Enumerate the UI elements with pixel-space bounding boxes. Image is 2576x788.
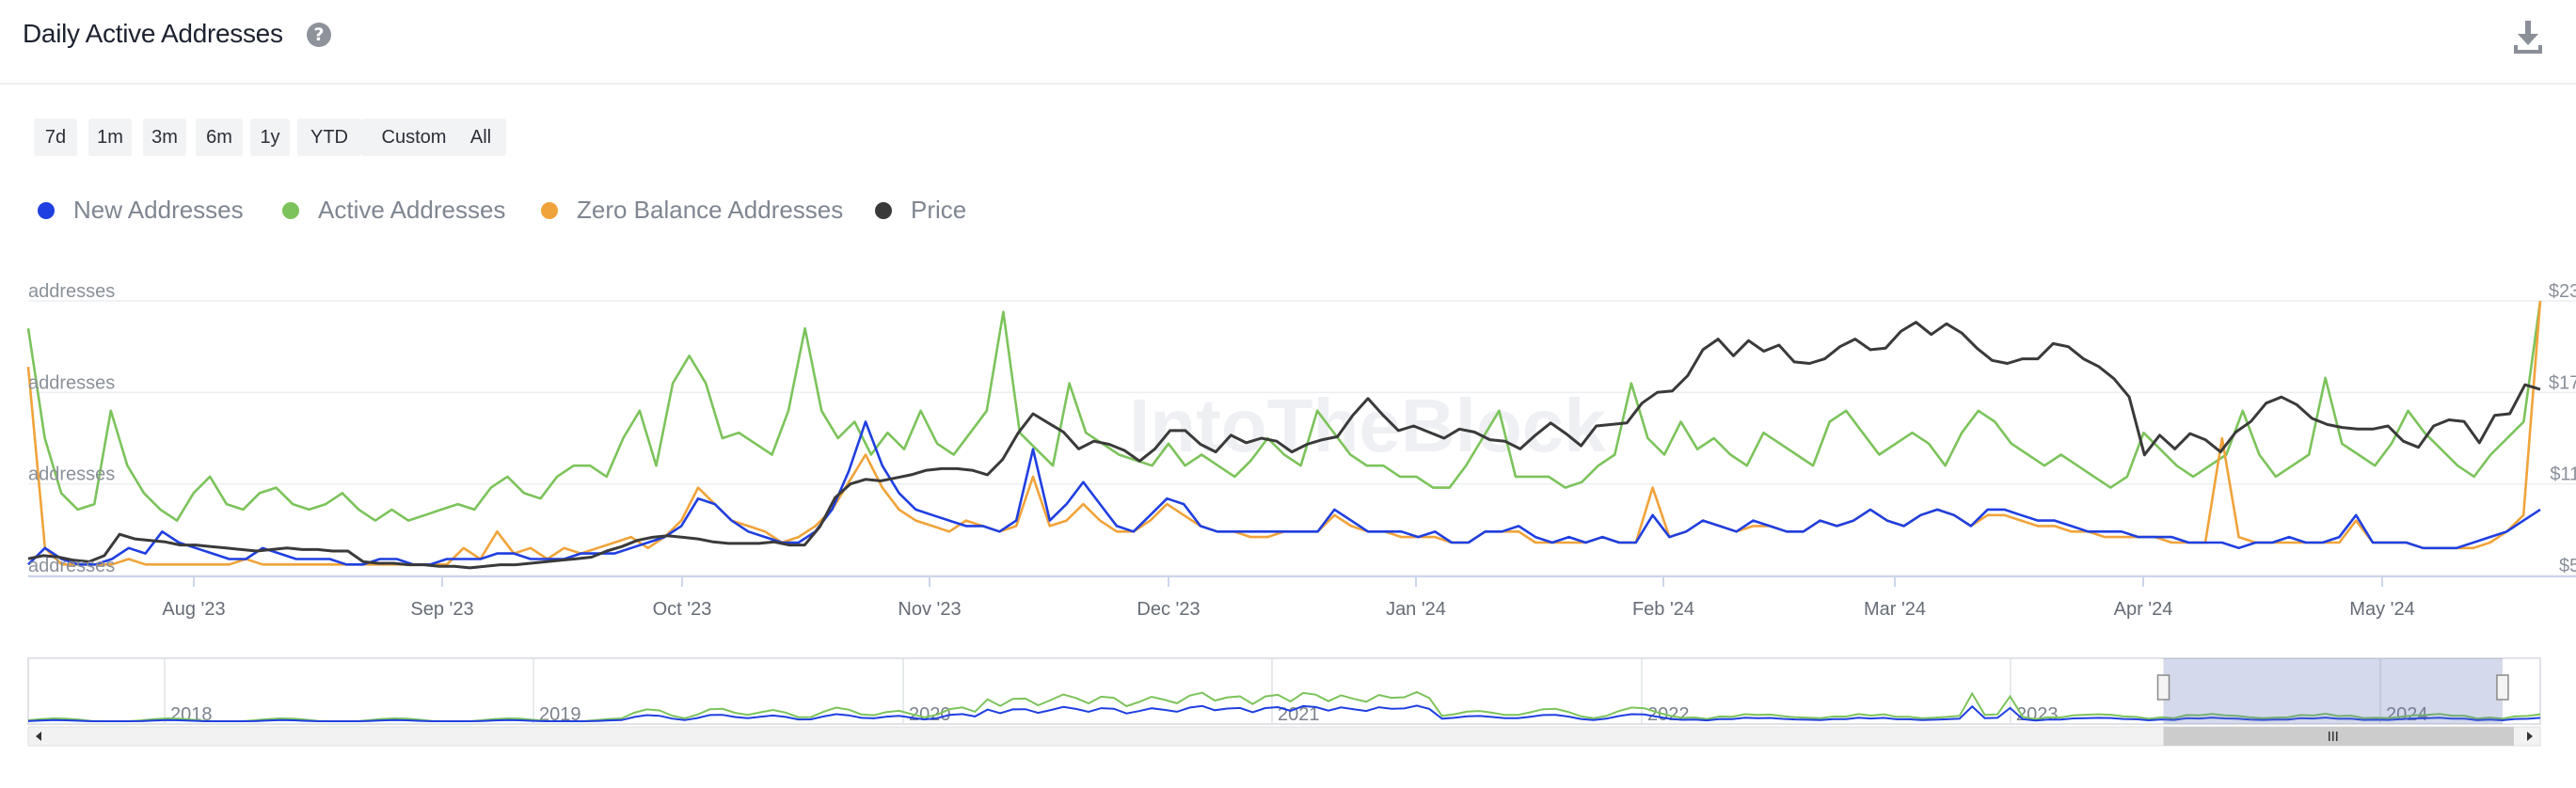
range-6m-button[interactable]: 6m <box>196 118 243 156</box>
range-custom-button[interactable]: Custom <box>361 118 467 156</box>
navigator-selection <box>2163 658 2503 724</box>
legend-label: New Addresses <box>73 196 244 224</box>
help-circle-icon[interactable]: ? <box>307 23 331 47</box>
x-tick-label: Apr '24 <box>2114 599 2173 620</box>
range-7d-button[interactable]: 7d <box>34 118 77 156</box>
download-icon[interactable] <box>2512 19 2544 55</box>
legend-label: Price <box>911 196 967 224</box>
page-title: Daily Active Addresses <box>23 19 283 48</box>
x-tick-label: Dec '23 <box>1137 599 1200 620</box>
price-line <box>27 321 2541 570</box>
chart-axes: $23.00 addresses $17.00 addresses $11.00 addr… <box>28 282 2576 620</box>
price-dot-icon <box>875 202 892 219</box>
scrollbar-thumb[interactable] <box>2163 727 2514 746</box>
navigator-year-label: 2020 <box>909 704 951 725</box>
y-right-tick-label: $23.00 <box>2549 282 2576 302</box>
x-tick-label: Jan '24 <box>1386 599 1446 620</box>
y-left-tick-label: addresses <box>28 556 115 576</box>
legend-item-active-addresses[interactable]: Active Addresses <box>282 194 527 226</box>
range-ytd-button[interactable]: YTD <box>297 118 361 156</box>
navigator-year-label: 2019 <box>539 704 581 725</box>
y-left-tick-label: addresses <box>28 465 115 485</box>
scroll-left-arrow-icon <box>36 732 41 741</box>
legend-label: Zero Balance Addresses <box>577 196 844 224</box>
zero-balance-addresses-dot-icon <box>541 202 558 219</box>
active-addresses-dot-icon <box>282 202 299 219</box>
new-addresses-dot-icon <box>38 202 55 219</box>
x-tick-label: Nov '23 <box>898 599 961 620</box>
range-1m-button[interactable]: 1m <box>88 118 132 156</box>
navigator-right-handle[interactable] <box>2496 674 2509 701</box>
range-all-button[interactable]: All <box>455 118 506 156</box>
y-left-tick-label: addresses <box>28 372 115 393</box>
main-chart[interactable]: IntoTheBlock $23.00addresses$17.00addres… <box>0 282 2576 630</box>
x-tick-label: Aug '23 <box>162 599 225 620</box>
scrollbar-track <box>27 726 2541 747</box>
legend-item-price[interactable]: Price <box>875 194 988 226</box>
y-right-tick-label: $17.00 <box>2549 372 2576 393</box>
range-3m-button[interactable]: 3m <box>143 118 186 156</box>
x-tick-label: Oct '23 <box>653 599 712 620</box>
navigator[interactable]: 2018 2019 2020 2021 2022 2023 2024 <box>0 649 2576 754</box>
x-tick-label: May '24 <box>2349 599 2414 620</box>
x-tick-label: Sep '23 <box>410 599 473 620</box>
navigator-body: 2018 2019 2020 2021 2022 2023 2024 <box>27 657 2541 747</box>
active-addresses-line <box>26 300 2542 522</box>
legend-label: Active Addresses <box>318 196 506 224</box>
scroll-right-arrow-icon <box>2527 732 2533 741</box>
y-right-tick-label: $5.00 <box>2559 556 2576 576</box>
navigator-new-line <box>27 704 2541 722</box>
range-1y-button[interactable]: 1y <box>250 118 290 156</box>
navigator-left-handle[interactable] <box>2156 674 2171 701</box>
navigator-frame <box>27 657 2541 725</box>
x-tick-label: Mar '24 <box>1864 599 1926 620</box>
y-right-tick-label: $11.00 <box>2550 465 2576 485</box>
chart-header: Daily Active Addresses ? <box>0 0 2576 85</box>
y-left-tick-label: addresses <box>28 282 115 302</box>
x-tick-label: Feb '24 <box>1632 599 1694 620</box>
chart-series-group <box>26 300 2542 570</box>
legend-item-new-addresses[interactable]: New Addresses <box>38 194 263 226</box>
new-addresses-line <box>27 420 2541 566</box>
legend-item-zero-balance-addresses[interactable]: Zero Balance Addresses <box>541 194 861 226</box>
